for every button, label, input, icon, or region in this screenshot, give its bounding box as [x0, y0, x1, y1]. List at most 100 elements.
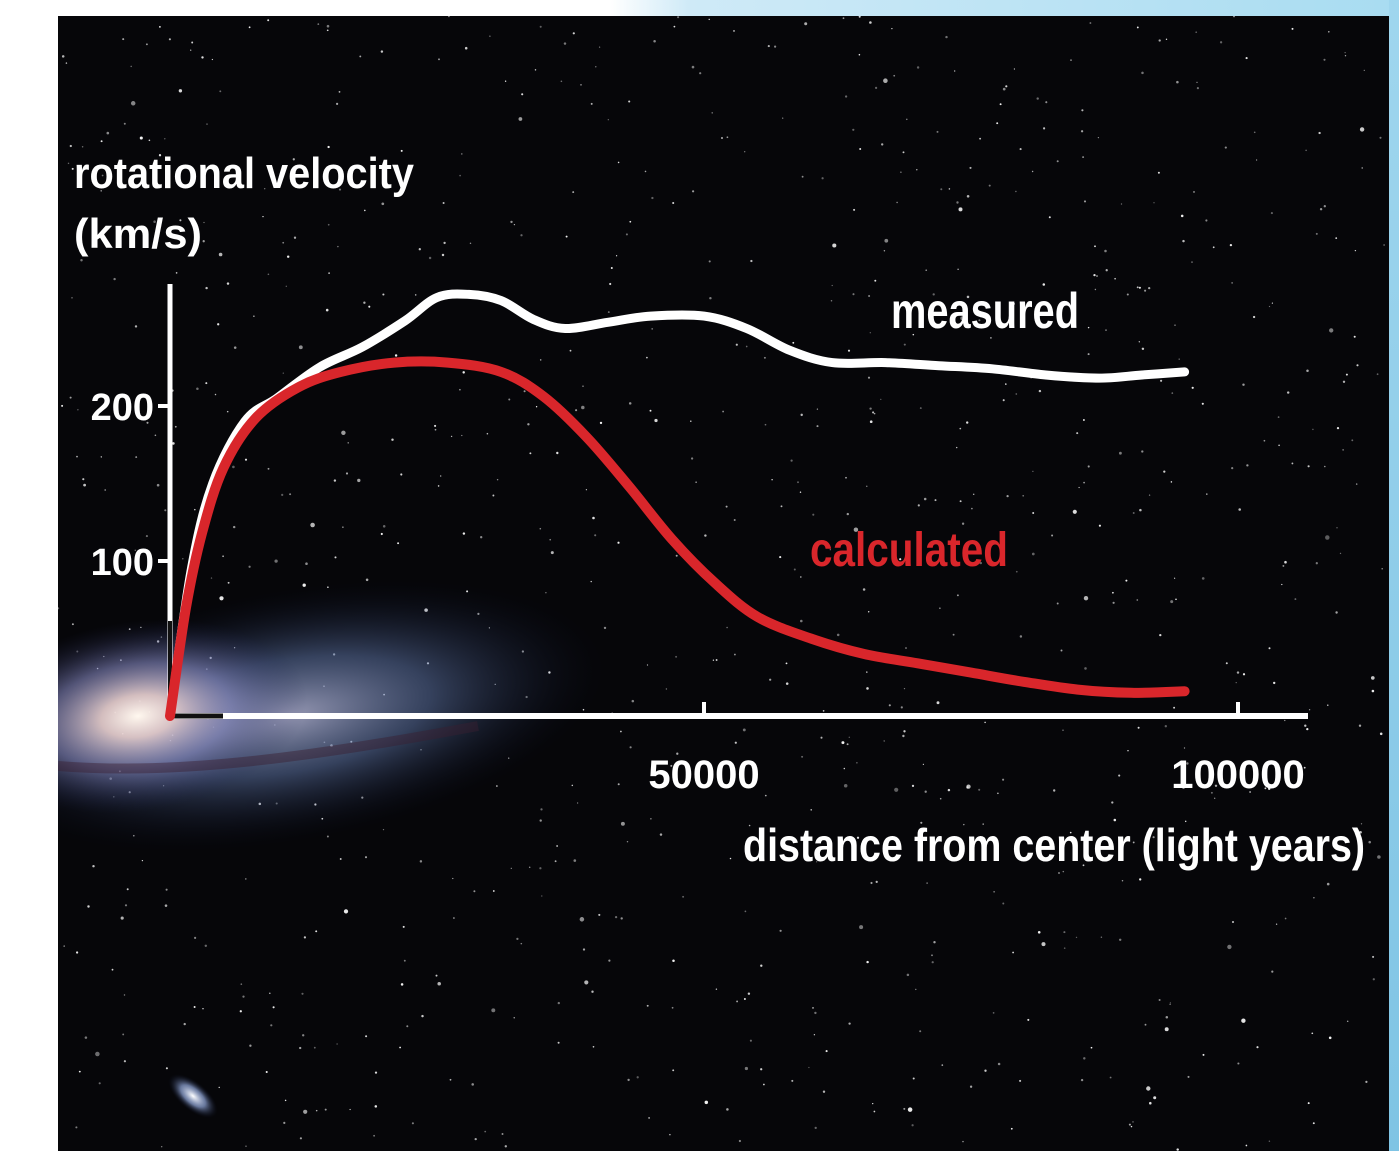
star: [843, 783, 848, 788]
star: [1062, 729, 1064, 731]
star: [763, 356, 766, 359]
star: [75, 1126, 78, 1129]
star: [1306, 369, 1309, 373]
star: [793, 568, 796, 571]
star: [858, 53, 861, 56]
star: [1083, 481, 1085, 484]
star: [1336, 426, 1340, 430]
star: [130, 101, 136, 106]
star: [750, 259, 753, 263]
star: [1206, 493, 1208, 495]
star: [1312, 428, 1314, 431]
star: [108, 573, 110, 576]
star: [347, 442, 349, 444]
star: [127, 555, 130, 558]
star: [1219, 41, 1223, 44]
star: [1005, 85, 1008, 88]
star: [595, 66, 597, 68]
star: [832, 243, 837, 248]
star: [862, 588, 866, 591]
star: [317, 23, 320, 25]
star: [659, 833, 663, 836]
star: [1170, 600, 1174, 604]
star: [774, 45, 777, 48]
star: [1202, 1053, 1205, 1056]
star: [1139, 878, 1142, 881]
star: [461, 153, 463, 155]
star: [896, 201, 898, 204]
star: [501, 1133, 504, 1135]
star: [625, 233, 628, 236]
star: [336, 1043, 338, 1045]
star: [1148, 494, 1151, 496]
star: [734, 741, 737, 744]
star: [1002, 399, 1005, 402]
star: [853, 527, 859, 532]
star: [1173, 706, 1176, 709]
star: [158, 154, 162, 157]
star: [598, 46, 601, 48]
star: [671, 1006, 674, 1009]
star: [124, 904, 128, 907]
star: [1121, 879, 1124, 882]
star: [418, 248, 421, 251]
star: [1132, 512, 1135, 514]
star: [100, 140, 103, 143]
star: [1118, 938, 1122, 942]
star: [1379, 136, 1382, 139]
star: [1114, 277, 1116, 280]
star: [153, 220, 156, 223]
star: [733, 653, 736, 656]
star: [206, 123, 208, 125]
star: [565, 235, 568, 238]
star: [869, 21, 872, 24]
star: [891, 27, 893, 30]
star: [711, 112, 713, 114]
star: [712, 659, 715, 661]
star: [607, 119, 609, 121]
star: [76, 455, 78, 458]
star: [1164, 1027, 1169, 1032]
star: [368, 305, 371, 308]
star: [1158, 998, 1161, 1002]
star: [298, 345, 303, 350]
star: [406, 1025, 409, 1028]
star: [1144, 289, 1147, 292]
star: [1255, 159, 1258, 161]
star: [932, 293, 935, 296]
star: [1078, 486, 1080, 489]
star: [1031, 552, 1035, 556]
star: [1254, 776, 1257, 779]
star: [799, 491, 802, 493]
star: [1327, 704, 1329, 706]
star: [1128, 1123, 1131, 1126]
chart-series: [165, 289, 1190, 721]
star: [582, 948, 586, 951]
star: [780, 505, 783, 508]
star: [299, 1046, 302, 1050]
star: [513, 1017, 515, 1019]
star: [735, 343, 738, 346]
star: [1231, 920, 1235, 924]
star: [966, 295, 970, 299]
star: [899, 558, 902, 561]
star: [534, 69, 537, 71]
slide-top-accent-band: [610, 0, 1399, 16]
star: [725, 505, 728, 508]
star: [1268, 647, 1271, 650]
star: [894, 787, 899, 792]
star: [1118, 774, 1121, 777]
star: [282, 372, 284, 374]
star: [1080, 1078, 1084, 1082]
star: [956, 446, 958, 449]
star: [847, 349, 851, 352]
star: [1270, 212, 1273, 215]
star: [952, 633, 955, 636]
star: [907, 1107, 913, 1112]
star: [947, 788, 951, 792]
star: [449, 1078, 452, 1081]
star: [875, 880, 878, 884]
star: [852, 128, 855, 131]
star: [289, 493, 292, 496]
star: [284, 1099, 287, 1102]
